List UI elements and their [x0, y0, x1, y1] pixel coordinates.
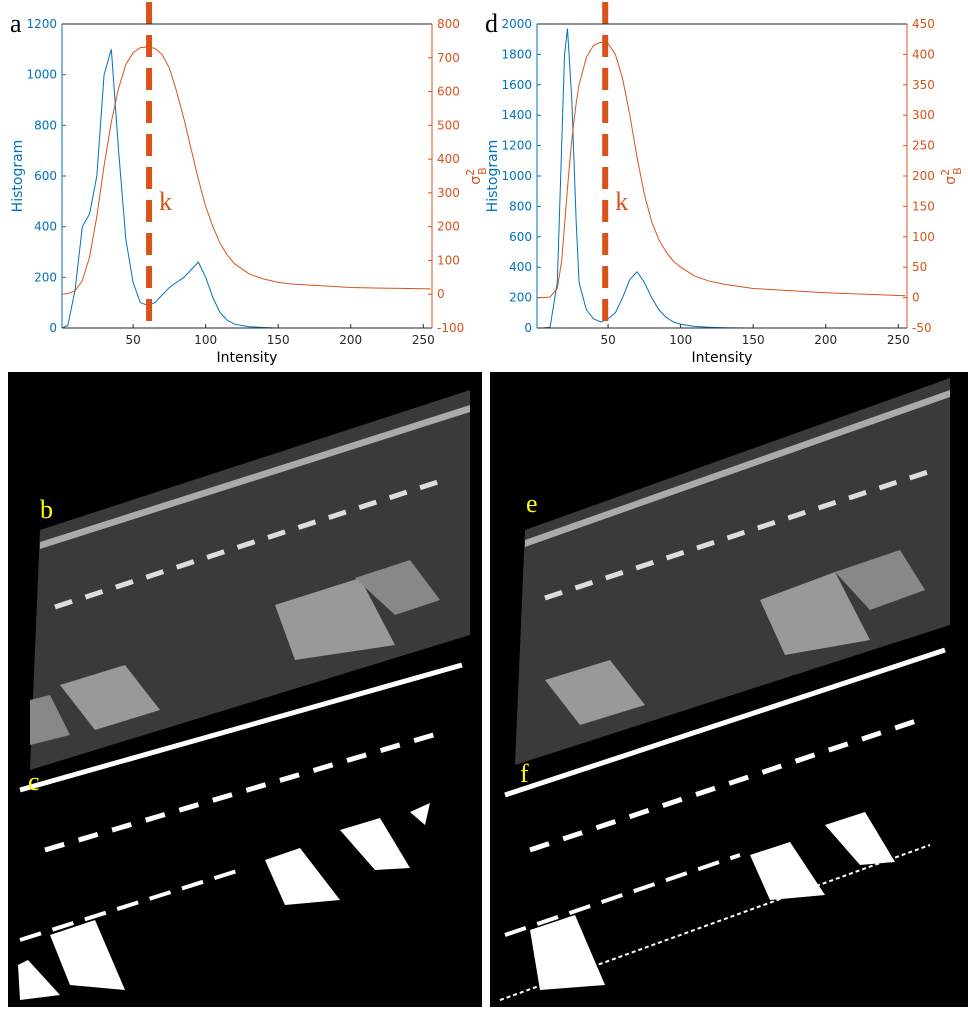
y-tick-label: 1600 [501, 78, 532, 92]
y-tick-label: 1800 [501, 47, 532, 61]
annotation: k [159, 187, 172, 216]
y2-tick-label: 100 [437, 253, 460, 267]
y2-tick-label: -50 [912, 321, 932, 335]
x-tick-label: 150 [267, 333, 290, 347]
y2-label-symbol: σ [468, 176, 484, 185]
y2-label-symbol: σ [943, 176, 959, 185]
x-tick-label: 200 [814, 333, 837, 347]
y-axis-label: Histogram [10, 140, 26, 213]
x-tick-label: 100 [669, 333, 692, 347]
y2-tick-label: 300 [437, 186, 460, 200]
y2-tick-label: 800 [437, 17, 460, 31]
image-panel-right [490, 372, 968, 1007]
y2-tick-label: 0 [912, 291, 920, 305]
y-tick-label: 1200 [26, 17, 57, 31]
x-tick-label: 100 [194, 333, 217, 347]
y-tick-label: 1000 [501, 169, 532, 183]
y2-tick-label: 150 [912, 199, 935, 213]
y2-tick-label: 200 [912, 169, 935, 183]
y2-tick-label: 600 [437, 85, 460, 99]
y-tick-label: 200 [34, 270, 57, 284]
y-tick-label: 600 [34, 169, 57, 183]
y-tick-label: 800 [34, 118, 57, 132]
y2-axis-label: σ2B [939, 167, 964, 184]
y2-tick-label: 450 [912, 17, 935, 31]
plot-area [537, 24, 907, 328]
y2-tick-label: -100 [437, 321, 464, 335]
x-tick-label: 250 [887, 333, 910, 347]
y2-tick-label: 50 [912, 260, 927, 274]
y2-tick-label: 300 [912, 108, 935, 122]
x-axis-label: Intensity [692, 350, 753, 366]
y2-tick-label: 400 [437, 152, 460, 166]
x-tick-label: 50 [125, 333, 140, 347]
y2-tick-label: 500 [437, 118, 460, 132]
y2-tick-label: 400 [912, 47, 935, 61]
y-tick-label: 2000 [501, 17, 532, 31]
y2-label-sub: B [951, 167, 964, 175]
x-tick-label: 250 [412, 333, 435, 347]
y2-tick-label: 0 [437, 287, 445, 301]
y2-tick-label: 700 [437, 51, 460, 65]
image-label: e [526, 489, 538, 518]
y-tick-label: 400 [34, 220, 57, 234]
panel-label: d [485, 9, 498, 38]
plot-area [62, 24, 432, 328]
y2-tick-label: 350 [912, 78, 935, 92]
y2-tick-label: 250 [912, 139, 935, 153]
y-tick-label: 0 [524, 321, 532, 335]
y-tick-label: 600 [509, 230, 532, 244]
y-tick-label: 1200 [501, 139, 532, 153]
y-tick-label: 400 [509, 260, 532, 274]
y2-tick-label: 100 [912, 230, 935, 244]
y-axis-label: Histogram [485, 140, 501, 213]
y-tick-label: 800 [509, 199, 532, 213]
x-tick-label: 200 [339, 333, 362, 347]
y2-tick-label: 200 [437, 220, 460, 234]
figure: b c e f 50100150200250020040060080010001… [0, 0, 968, 1007]
image-label: c [28, 767, 40, 796]
annotation: k [615, 187, 628, 216]
x-axis-label: Intensity [217, 350, 278, 366]
x-tick-label: 50 [600, 333, 615, 347]
x-tick-label: 150 [742, 333, 765, 347]
panel-label: a [10, 9, 22, 38]
y-tick-label: 1400 [501, 108, 532, 122]
y-tick-label: 1000 [26, 68, 57, 82]
image-label: b [40, 495, 53, 524]
y-tick-label: 0 [49, 321, 57, 335]
image-panel-left [8, 372, 482, 1007]
image-label: f [520, 759, 529, 788]
y-tick-label: 200 [509, 291, 532, 305]
